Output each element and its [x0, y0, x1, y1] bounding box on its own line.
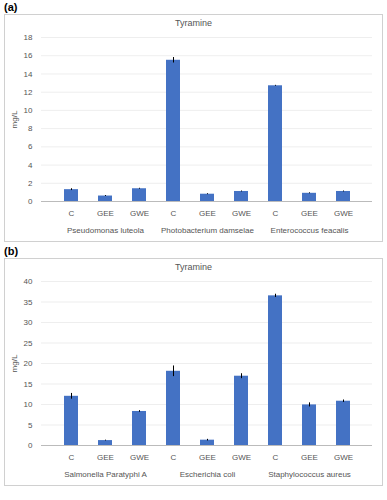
html-text:Tyramine: Tyramine: [175, 18, 212, 28]
svg-text:mg/L: mg/L: [10, 354, 19, 372]
svg-text:GWE: GWE: [334, 453, 353, 462]
html-text:(b): (b): [4, 245, 18, 257]
svg-text:15: 15: [24, 380, 33, 389]
svg-text:40: 40: [24, 277, 33, 286]
svg-text:mg/L: mg/L: [10, 110, 19, 128]
svg-text:C: C: [273, 453, 279, 462]
svg-text:30: 30: [24, 318, 33, 327]
svg-text:GWE: GWE: [232, 209, 251, 218]
svg-text:0: 0: [28, 197, 33, 206]
svg-text:GEE: GEE: [199, 453, 216, 462]
svg-text:GEE: GEE: [97, 209, 114, 218]
svg-text:Salmonella Paratyphi A: Salmonella Paratyphi A: [64, 470, 147, 479]
html-text:(a): (a): [4, 1, 18, 13]
svg-text:GWE: GWE: [130, 453, 149, 462]
svg-text:GWE: GWE: [334, 209, 353, 218]
svg-text:GEE: GEE: [301, 453, 318, 462]
svg-text:0: 0: [28, 441, 33, 450]
svg-text:10: 10: [24, 106, 33, 115]
svg-text:GEE: GEE: [301, 209, 318, 218]
svg-text:6: 6: [28, 142, 33, 151]
svg-text:C: C: [69, 453, 75, 462]
svg-text:4: 4: [28, 161, 33, 170]
svg-text:20: 20: [24, 359, 33, 368]
svg-text:25: 25: [24, 339, 33, 348]
svg-text:14: 14: [24, 70, 33, 79]
svg-text:GEE: GEE: [97, 453, 114, 462]
html-text:Tyramine: Tyramine: [175, 262, 212, 272]
svg-text:18: 18: [24, 33, 33, 42]
svg-text:Photobacterium damselae: Photobacterium damselae: [161, 226, 254, 235]
svg-text:C: C: [69, 209, 75, 218]
svg-text:12: 12: [24, 88, 33, 97]
svg-text:5: 5: [28, 421, 33, 430]
svg-text:2: 2: [28, 179, 33, 188]
svg-text:Enterococcus feacalis: Enterococcus feacalis: [271, 226, 349, 235]
svg-text:GWE: GWE: [130, 209, 149, 218]
svg-text:Escherichia coli: Escherichia coli: [180, 470, 236, 479]
svg-text:C: C: [273, 209, 279, 218]
svg-text:Staphylococcus aureus: Staphylococcus aureus: [268, 470, 351, 479]
svg-text:35: 35: [24, 298, 33, 307]
svg-text:16: 16: [24, 51, 33, 60]
svg-text:10: 10: [24, 400, 33, 409]
svg-text:GWE: GWE: [232, 453, 251, 462]
svg-text:C: C: [171, 453, 177, 462]
svg-text:GEE: GEE: [199, 209, 216, 218]
svg-text:C: C: [171, 209, 177, 218]
svg-text:8: 8: [28, 124, 33, 133]
svg-text:Pseudomonas luteola: Pseudomonas luteola: [67, 226, 144, 235]
